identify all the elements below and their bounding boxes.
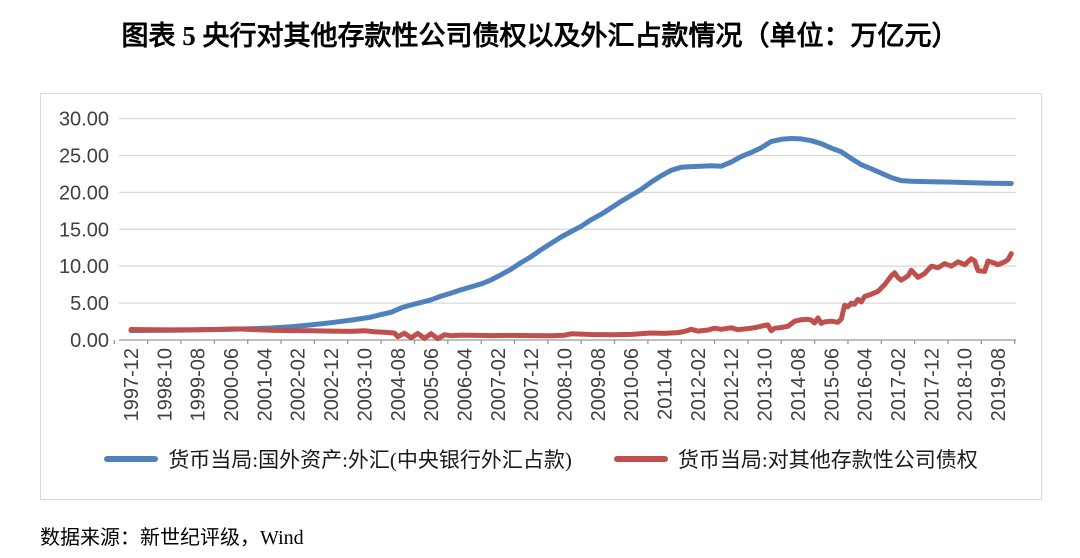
x-tick-label: 2017-02 — [888, 348, 910, 421]
x-tick-label: 2002-12 — [321, 348, 343, 421]
chart-area: 0.00 5.00 10.00 15.00 20.00 25.00 30.00 1997-12… — [40, 93, 1042, 500]
x-tick-label: 2003-10 — [354, 348, 376, 421]
legend-label: 货币当局:对其他存款性公司债权 — [677, 448, 978, 472]
chart-plot: 0.00 5.00 10.00 15.00 20.00 25.00 30.00 1997-12… — [59, 109, 1016, 421]
series-line-1 — [128, 251, 1014, 342]
x-tick-label: 2017-12 — [921, 348, 943, 421]
x-tick-label: 1999-08 — [188, 348, 210, 421]
x-tick-label: 2000-06 — [221, 348, 243, 421]
x-tick-label: 2009-08 — [588, 348, 610, 421]
x-axis-labels: 1997-12 1998-10 1999-08 2000-06 2001-04 2002-… — [121, 348, 1010, 421]
x-tick-label: 2014-08 — [788, 348, 810, 421]
x-tick-label: 2006-04 — [454, 348, 476, 421]
x-tick-label: 2015-06 — [821, 348, 843, 421]
legend-item-1: 货币当局:对其他存款性公司债权 — [613, 444, 978, 474]
x-axis — [113, 339, 1016, 344]
legend-line-swatch — [613, 456, 668, 462]
y-tick-label: 25.00 — [59, 146, 109, 168]
x-tick-label: 2001-04 — [254, 348, 276, 421]
source-note: 数据来源：新世纪评级，Wind — [40, 527, 304, 549]
chart-title: 图表 5 央行对其他存款性公司债权以及外汇占款情况（单位：万亿元） — [121, 21, 959, 51]
legend-item-0: 货币当局:国外资产:外汇(中央银行外汇占款) — [104, 444, 572, 474]
x-tick-label: 2011-04 — [655, 348, 677, 420]
x-tick-label: 2012-02 — [688, 348, 710, 421]
y-axis-labels: 0.00 5.00 10.00 15.00 20.00 25.00 30.00 — [59, 109, 109, 352]
y-tick-label: 5.00 — [70, 293, 109, 315]
x-tick-label: 1998-10 — [154, 348, 176, 421]
legend-label: 货币当局:国外资产:外汇(中央银行外汇占款) — [168, 448, 572, 472]
x-tick-label: 2013-10 — [755, 348, 777, 421]
y-tick-label: 20.00 — [59, 182, 109, 204]
x-tick-label: 2010-06 — [621, 348, 643, 421]
x-tick-label: 2016-04 — [855, 348, 877, 421]
x-tick-label: 2018-10 — [955, 348, 977, 421]
y-tick-label: 10.00 — [59, 256, 109, 278]
series-line-0 — [128, 136, 1014, 334]
y-tick-label: 15.00 — [59, 219, 109, 241]
x-tick-label: 2012-12 — [721, 348, 743, 421]
x-tick-label: 2019-08 — [988, 348, 1010, 421]
legend-line-swatch — [104, 456, 159, 462]
x-tick-label: 1997-12 — [121, 348, 143, 421]
x-tick-label: 2005-06 — [421, 348, 443, 421]
y-tick-label: 30.00 — [59, 109, 109, 131]
x-tick-label: 2002-02 — [288, 348, 310, 421]
chart-legend: 货币当局:国外资产:外汇(中央银行外汇占款) 货币当局:对其他存款性公司债权 — [41, 444, 1041, 474]
x-tick-label: 2004-08 — [388, 348, 410, 421]
gridlines — [119, 117, 1016, 304]
y-tick-label: 0.00 — [70, 330, 109, 352]
x-tick-label: 2008-10 — [555, 348, 577, 421]
x-tick-label: 2007-02 — [488, 348, 510, 421]
x-tick-label: 2007-12 — [521, 348, 543, 421]
